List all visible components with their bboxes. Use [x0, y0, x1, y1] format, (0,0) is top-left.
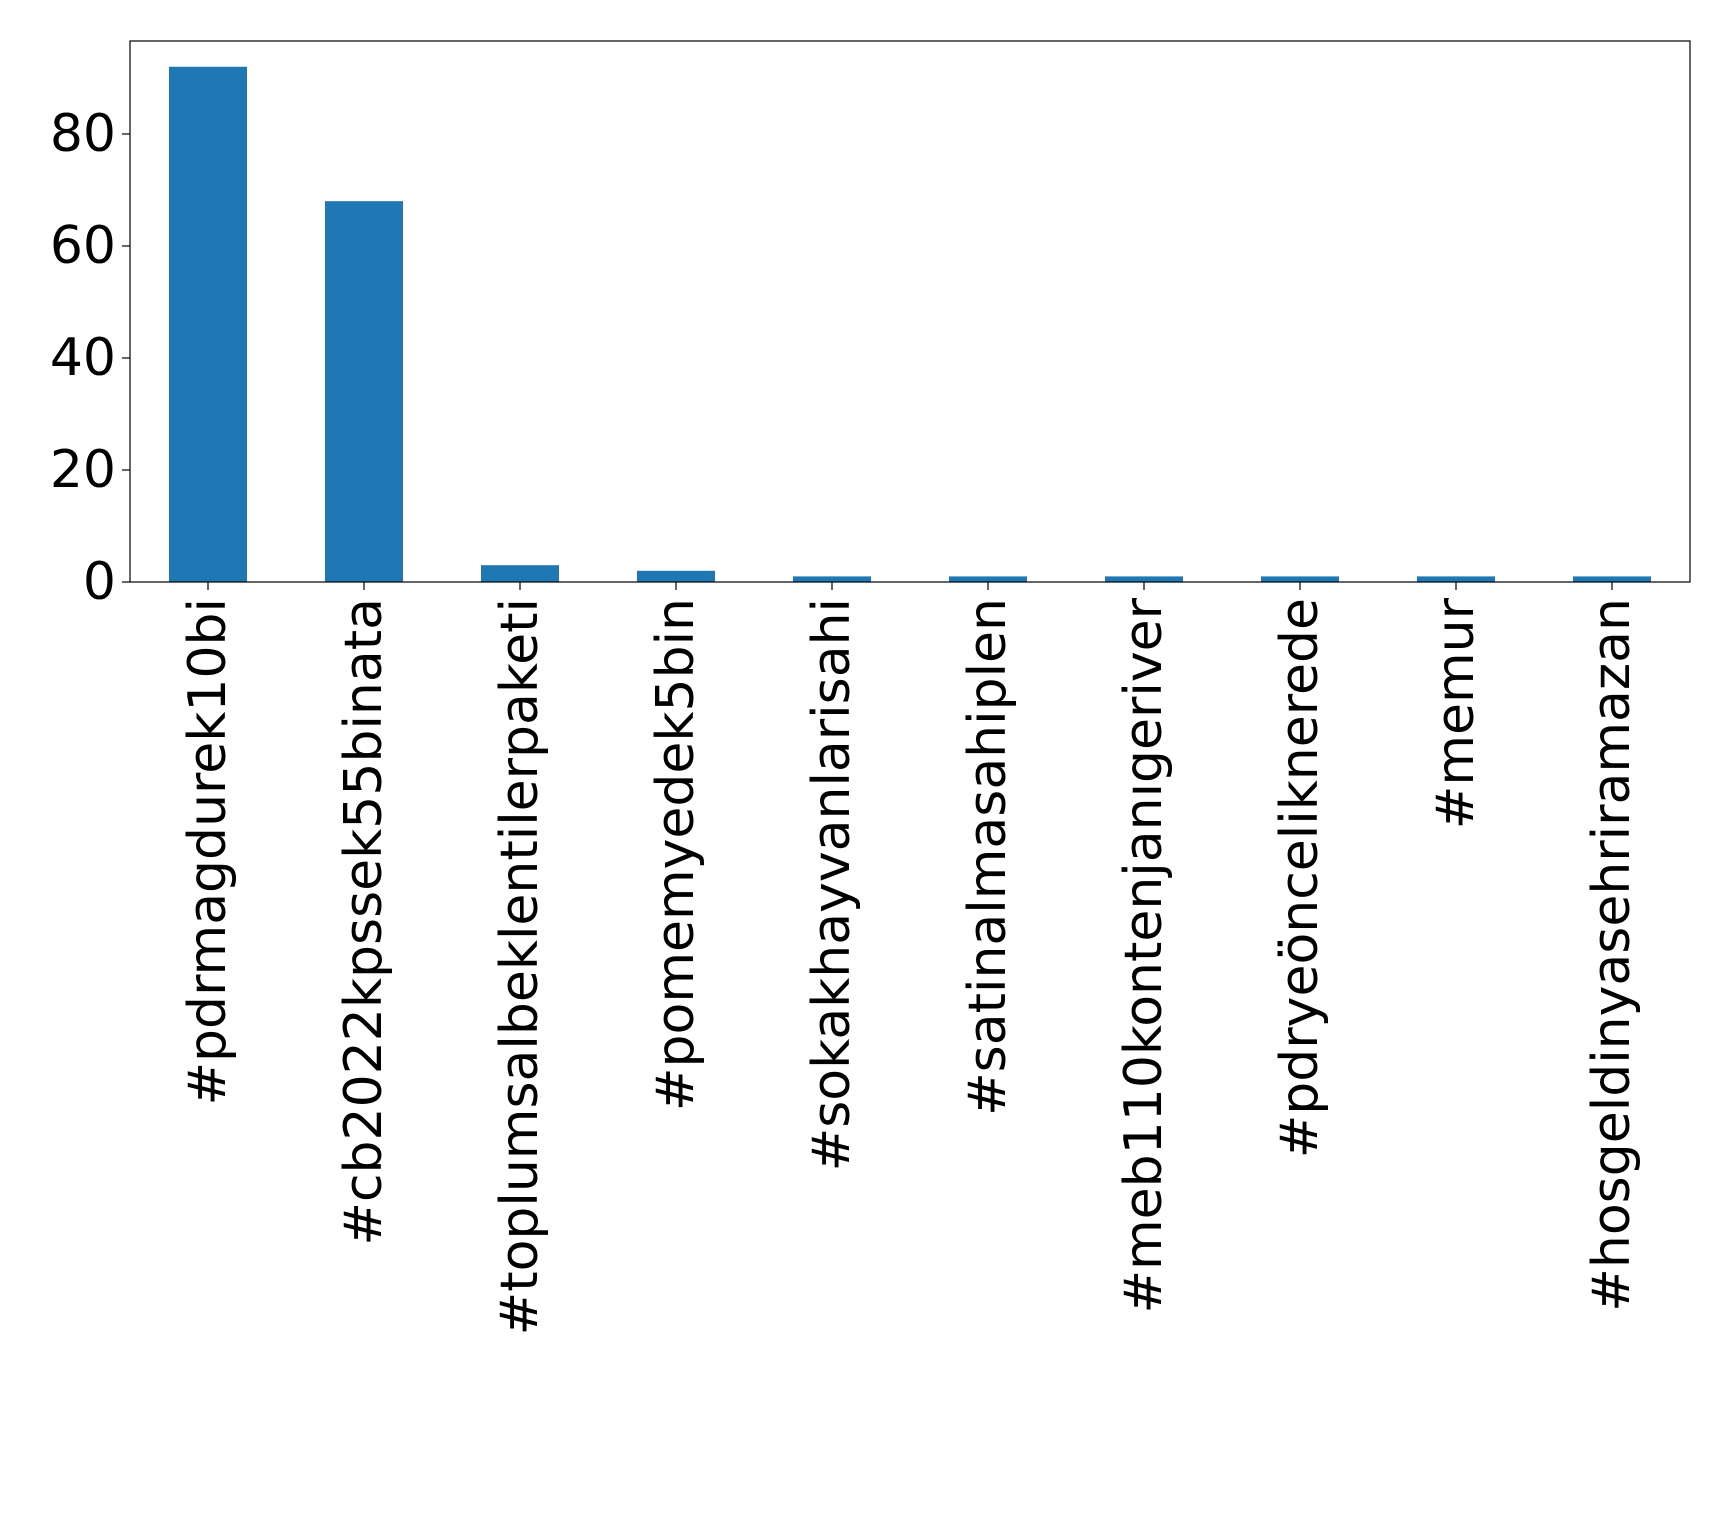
- x-tick-label: #pomemyedek5bin: [646, 598, 706, 1111]
- x-tick-label: #pdrmagdurek10bi: [178, 598, 238, 1106]
- x-tick-label: #pdryeöncelikneredе: [1270, 598, 1330, 1158]
- bar-8: [1261, 576, 1339, 582]
- y-axis: 0 20 40 60 80: [50, 104, 130, 612]
- y-tick-label: 40: [50, 328, 116, 388]
- bar-7: [1105, 576, 1183, 582]
- bar-2: [325, 201, 403, 582]
- bar-5: [793, 576, 871, 582]
- y-tick-label: 60: [50, 216, 116, 276]
- x-tick-label: #satinalmasahiplen: [958, 598, 1018, 1116]
- y-tick-label: 0: [83, 552, 116, 612]
- plot-frame: [129, 40, 1691, 583]
- bar-4: [637, 570, 715, 582]
- bar-1: [169, 66, 247, 582]
- bar-3: [481, 565, 559, 582]
- bars-layer: [169, 66, 1651, 582]
- x-tick-label: #hosgeldinyasehriramazan: [1582, 598, 1642, 1312]
- x-tick-label: #cb2022kpssek55binata: [334, 598, 394, 1246]
- x-tick-label: #sokakhayvanlarisahi: [802, 598, 862, 1171]
- bar-10: [1573, 576, 1651, 582]
- bar-9: [1417, 576, 1495, 582]
- y-tick-label: 80: [50, 104, 116, 164]
- y-tick-label: 20: [50, 440, 116, 500]
- bar-6: [949, 576, 1027, 582]
- x-tick-label: #toplumsalbeklentilerpaketi: [490, 598, 550, 1335]
- x-tick-label: #memur: [1426, 597, 1486, 829]
- x-tick-label: #meb110kontenjanıgeriver: [1114, 597, 1174, 1313]
- x-axis: #pdrmagdurek10bi #cb2022kpssek55binata #to…: [178, 582, 1642, 1335]
